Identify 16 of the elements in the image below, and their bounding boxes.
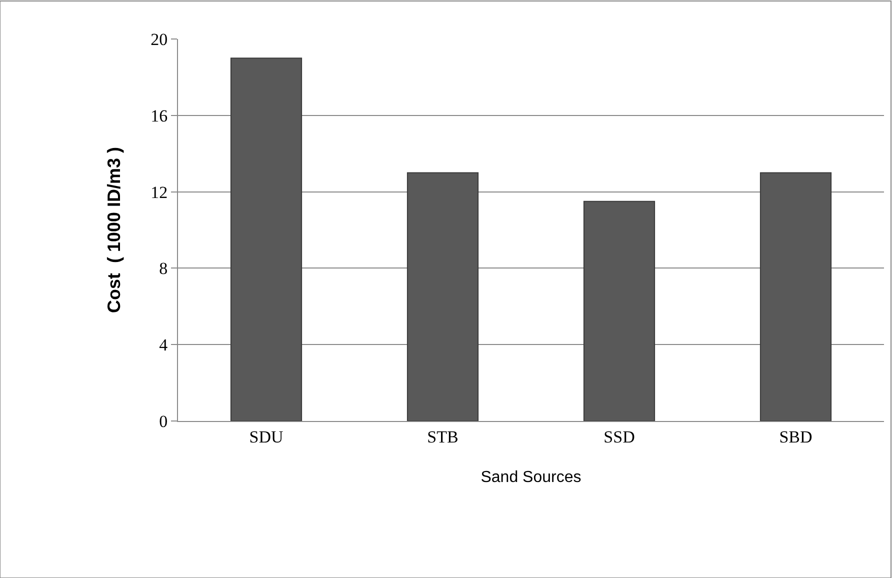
y-tick-label: 8: [159, 259, 168, 278]
y-tick-label: 4: [159, 336, 168, 355]
y-tick-label: 0: [159, 412, 168, 431]
bar: [230, 58, 302, 421]
bar: [406, 172, 479, 421]
bar: [583, 200, 656, 421]
x-tick-label: STB: [427, 427, 458, 446]
y-tick-label: 12: [150, 182, 168, 202]
x-tick-label: SSD: [604, 427, 635, 446]
x-axis-title: Sand Sources: [480, 469, 582, 486]
y-tick-label: 20: [150, 30, 168, 49]
bar: [760, 172, 832, 421]
x-tick-label: SDU: [249, 427, 284, 446]
x-tick-label: SBD: [779, 427, 812, 446]
y-axis-title: Cost ( 1000 ID/m3 ): [104, 146, 124, 314]
y-tick-label: 16: [150, 106, 168, 126]
